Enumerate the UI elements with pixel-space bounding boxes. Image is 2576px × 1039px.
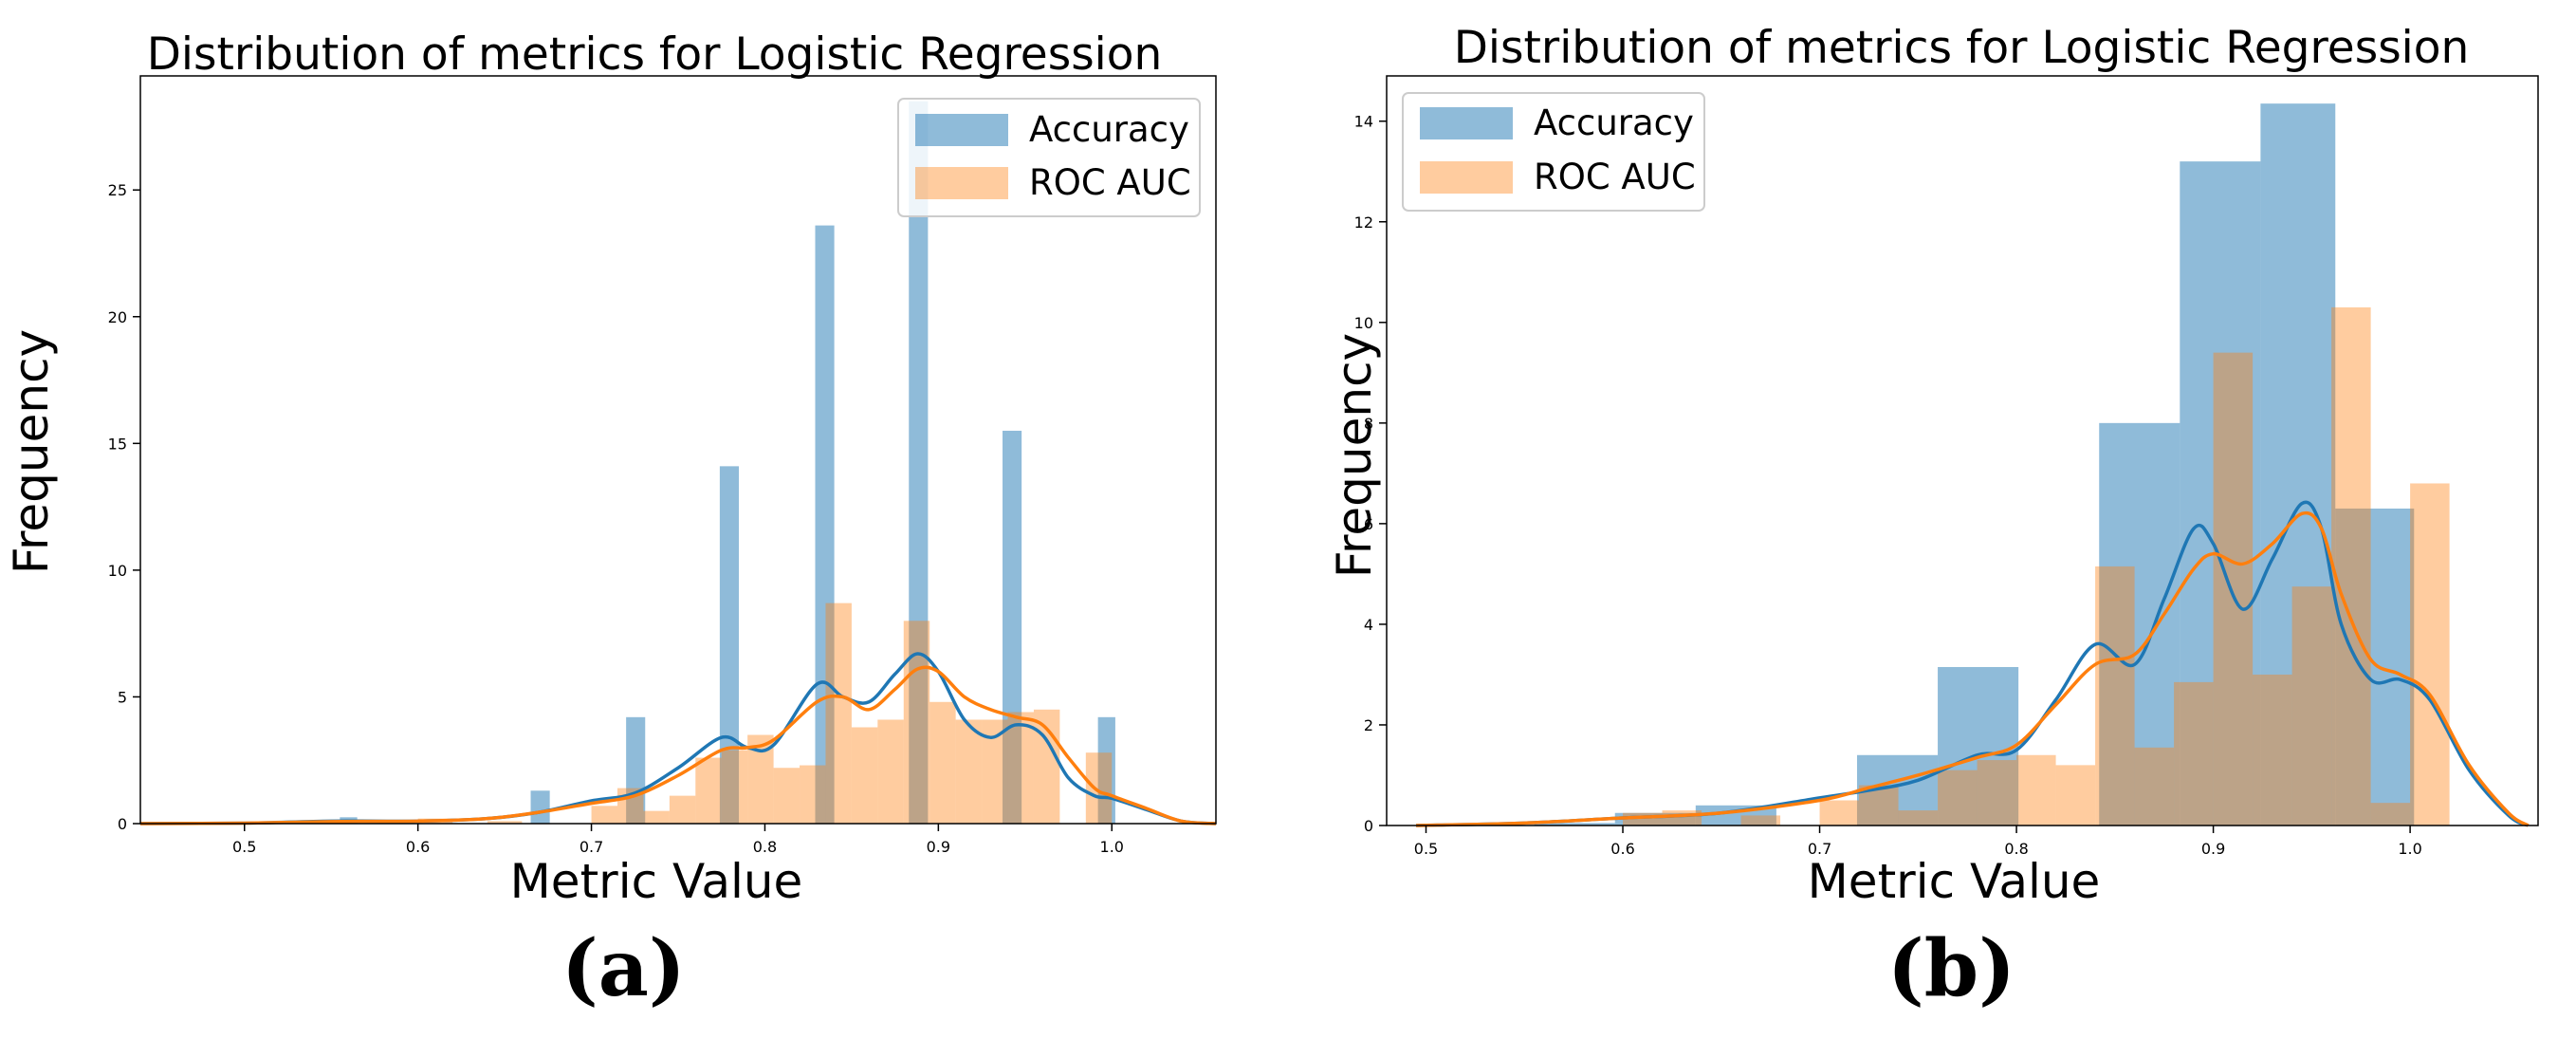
bar-roc-auc (1819, 800, 1860, 826)
chart-b: Distribution of metrics for Logistic Reg… (1327, 22, 2539, 909)
y-tick-label: 14 (1354, 113, 1373, 131)
legend-label-accuracy: Accuracy (1029, 109, 1189, 150)
x-tick-label: 0.8 (2004, 840, 2028, 858)
bar-roc-auc (2253, 674, 2292, 826)
y-tick-label: 0 (118, 815, 127, 833)
legend-swatch-roc-auc (915, 167, 1008, 199)
bar-roc-auc (2331, 306, 2371, 826)
bar-roc-auc (2055, 765, 2096, 826)
bar-roc-auc (2291, 586, 2332, 826)
x-tick-label: 0.5 (1414, 840, 1438, 858)
bar-roc-auc (1085, 752, 1113, 824)
bar-roc-auc (2410, 483, 2450, 826)
bar-roc-auc (1977, 760, 2017, 826)
y-axis-label: Frequency (4, 329, 59, 574)
bar-accuracy (2260, 103, 2336, 826)
bar-roc-auc (591, 806, 617, 824)
bar-accuracy (1534, 823, 1615, 826)
panel-label-a: (a) (561, 923, 686, 1014)
legend: Accuracy ROC AUC (1402, 92, 1705, 212)
bar-roc-auc (2370, 803, 2411, 826)
y-tick-label: 4 (1364, 616, 1373, 634)
bar-roc-auc (2134, 747, 2175, 826)
y-tick-label: 12 (1354, 213, 1373, 232)
axis-ticks: 0.5 0.6 0.7 0.8 0.9 1.0 0 2 4 6 8 10 12 14 (1354, 113, 2422, 858)
bar-accuracy (2099, 422, 2180, 826)
bar-roc-auc (1938, 770, 1978, 826)
bar-accuracy (909, 101, 929, 825)
bar-roc-auc (1898, 810, 1939, 826)
legend-label-roc-auc: ROC AUC (1029, 162, 1191, 203)
kde-line-accuracy (1416, 500, 2530, 827)
y-tick-label: 0 (1364, 817, 1373, 835)
bar-roc-auc (1662, 810, 1702, 826)
bar-roc-auc (929, 701, 956, 824)
panel-label-b: (b) (1887, 923, 2015, 1014)
bar-accuracy (2180, 161, 2261, 826)
legend-swatch-accuracy (915, 114, 1008, 146)
y-tick-label: 20 (108, 308, 127, 326)
axis-ticks: 0.5 0.6 0.7 0.8 0.9 1.0 0 5 10 15 20 25 (108, 181, 1124, 856)
y-tick-label: 25 (108, 181, 127, 199)
legend-swatch-roc-auc (1420, 161, 1513, 194)
bar-roc-auc (2213, 352, 2254, 826)
plot-area (139, 101, 1217, 826)
x-tick-label: 0.7 (580, 838, 603, 856)
bar-roc-auc (721, 750, 748, 824)
bar-roc-auc (2174, 681, 2214, 826)
bar-roc-auc (851, 727, 878, 824)
bar-roc-auc (1007, 712, 1034, 824)
legend-label-accuracy: Accuracy (1534, 102, 1694, 143)
bar-roc-auc (903, 621, 930, 824)
kde-line-roc-auc (1416, 510, 2530, 827)
bar-roc-auc (825, 603, 852, 824)
bar-accuracy (530, 790, 550, 824)
bar-roc-auc (2016, 754, 2056, 826)
x-tick-label: 1.0 (1100, 838, 1124, 856)
y-tick-label: 2 (1364, 716, 1373, 734)
x-tick-label: 0.7 (1808, 840, 1831, 858)
y-axis-label: Frequency (1327, 333, 1382, 578)
y-tick-label: 5 (118, 688, 127, 706)
bar-accuracy (1938, 666, 2019, 826)
plot-area (1416, 103, 2530, 827)
bar-roc-auc (643, 810, 670, 824)
x-tick-label: 0.9 (927, 838, 950, 856)
x-axis-label: Metric Value (1808, 854, 2101, 909)
chart-a: Distribution of metrics for Logistic Reg… (4, 28, 1217, 909)
bar-roc-auc (669, 795, 696, 824)
kde-line-roc-auc (139, 665, 1217, 826)
legend-swatch-accuracy (1420, 107, 1513, 139)
bar-roc-auc (955, 719, 983, 824)
x-tick-label: 0.6 (1610, 840, 1634, 858)
chart-title: Distribution of metrics for Logistic Reg… (147, 28, 1163, 81)
chart-title: Distribution of metrics for Logistic Reg… (1454, 22, 2470, 74)
bar-roc-auc (695, 757, 722, 824)
plot-frame (139, 75, 1217, 825)
y-tick-label: 10 (108, 562, 127, 580)
plot-frame (1386, 75, 2539, 826)
y-tick-label: 10 (1354, 314, 1373, 332)
legend-label-roc-auc: ROC AUC (1534, 157, 1696, 197)
y-tick-label: 8 (1364, 415, 1373, 433)
x-tick-label: 0.5 (232, 838, 256, 856)
bar-roc-auc (773, 768, 800, 824)
y-tick-label: 15 (108, 435, 127, 453)
bar-roc-auc (800, 765, 826, 824)
bar-roc-auc (1740, 815, 1781, 826)
x-tick-label: 1.0 (2398, 840, 2421, 858)
bar-roc-auc (487, 821, 523, 824)
legend: Accuracy ROC AUC (897, 98, 1201, 217)
x-axis-label: Metric Value (510, 854, 803, 909)
bar-accuracy (719, 466, 740, 824)
bar-accuracy (2335, 508, 2415, 826)
bar-roc-auc (2095, 566, 2135, 826)
x-tick-label: 0.8 (753, 838, 777, 856)
bar-accuracy (815, 225, 835, 825)
bar-roc-auc (877, 719, 904, 824)
x-tick-label: 0.9 (2201, 840, 2225, 858)
y-tick-label: 6 (1364, 515, 1373, 533)
x-tick-label: 0.6 (406, 838, 430, 856)
